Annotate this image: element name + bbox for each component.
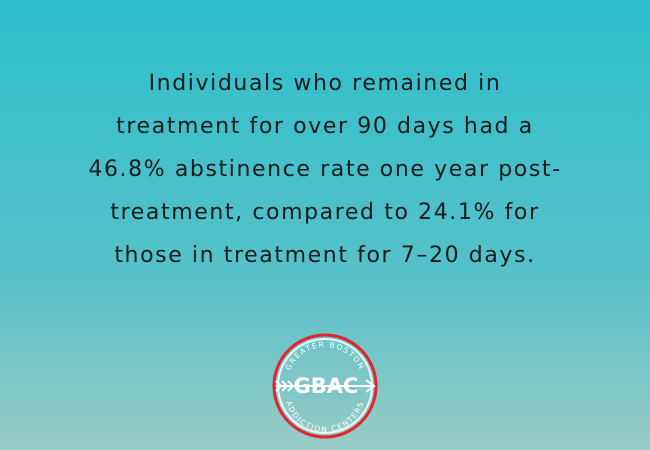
logo-ring	[272, 333, 378, 439]
quote-line: treatment, compared to 24.1% for	[110, 200, 539, 225]
quote-line: those in treatment for 7–20 days.	[114, 243, 535, 268]
quote-line: Individuals who remained in	[149, 71, 502, 96]
quote: Individuals who remained in treatment for…	[88, 71, 561, 268]
logo-arrow-fletching	[275, 380, 295, 392]
logo-arrow-head	[365, 379, 376, 393]
quote-line: 46.8% abstinence rate one year post-	[88, 157, 561, 182]
logo-initials: GBAC	[294, 374, 359, 398]
quote-line: treatment for over 90 days had a	[116, 114, 534, 139]
